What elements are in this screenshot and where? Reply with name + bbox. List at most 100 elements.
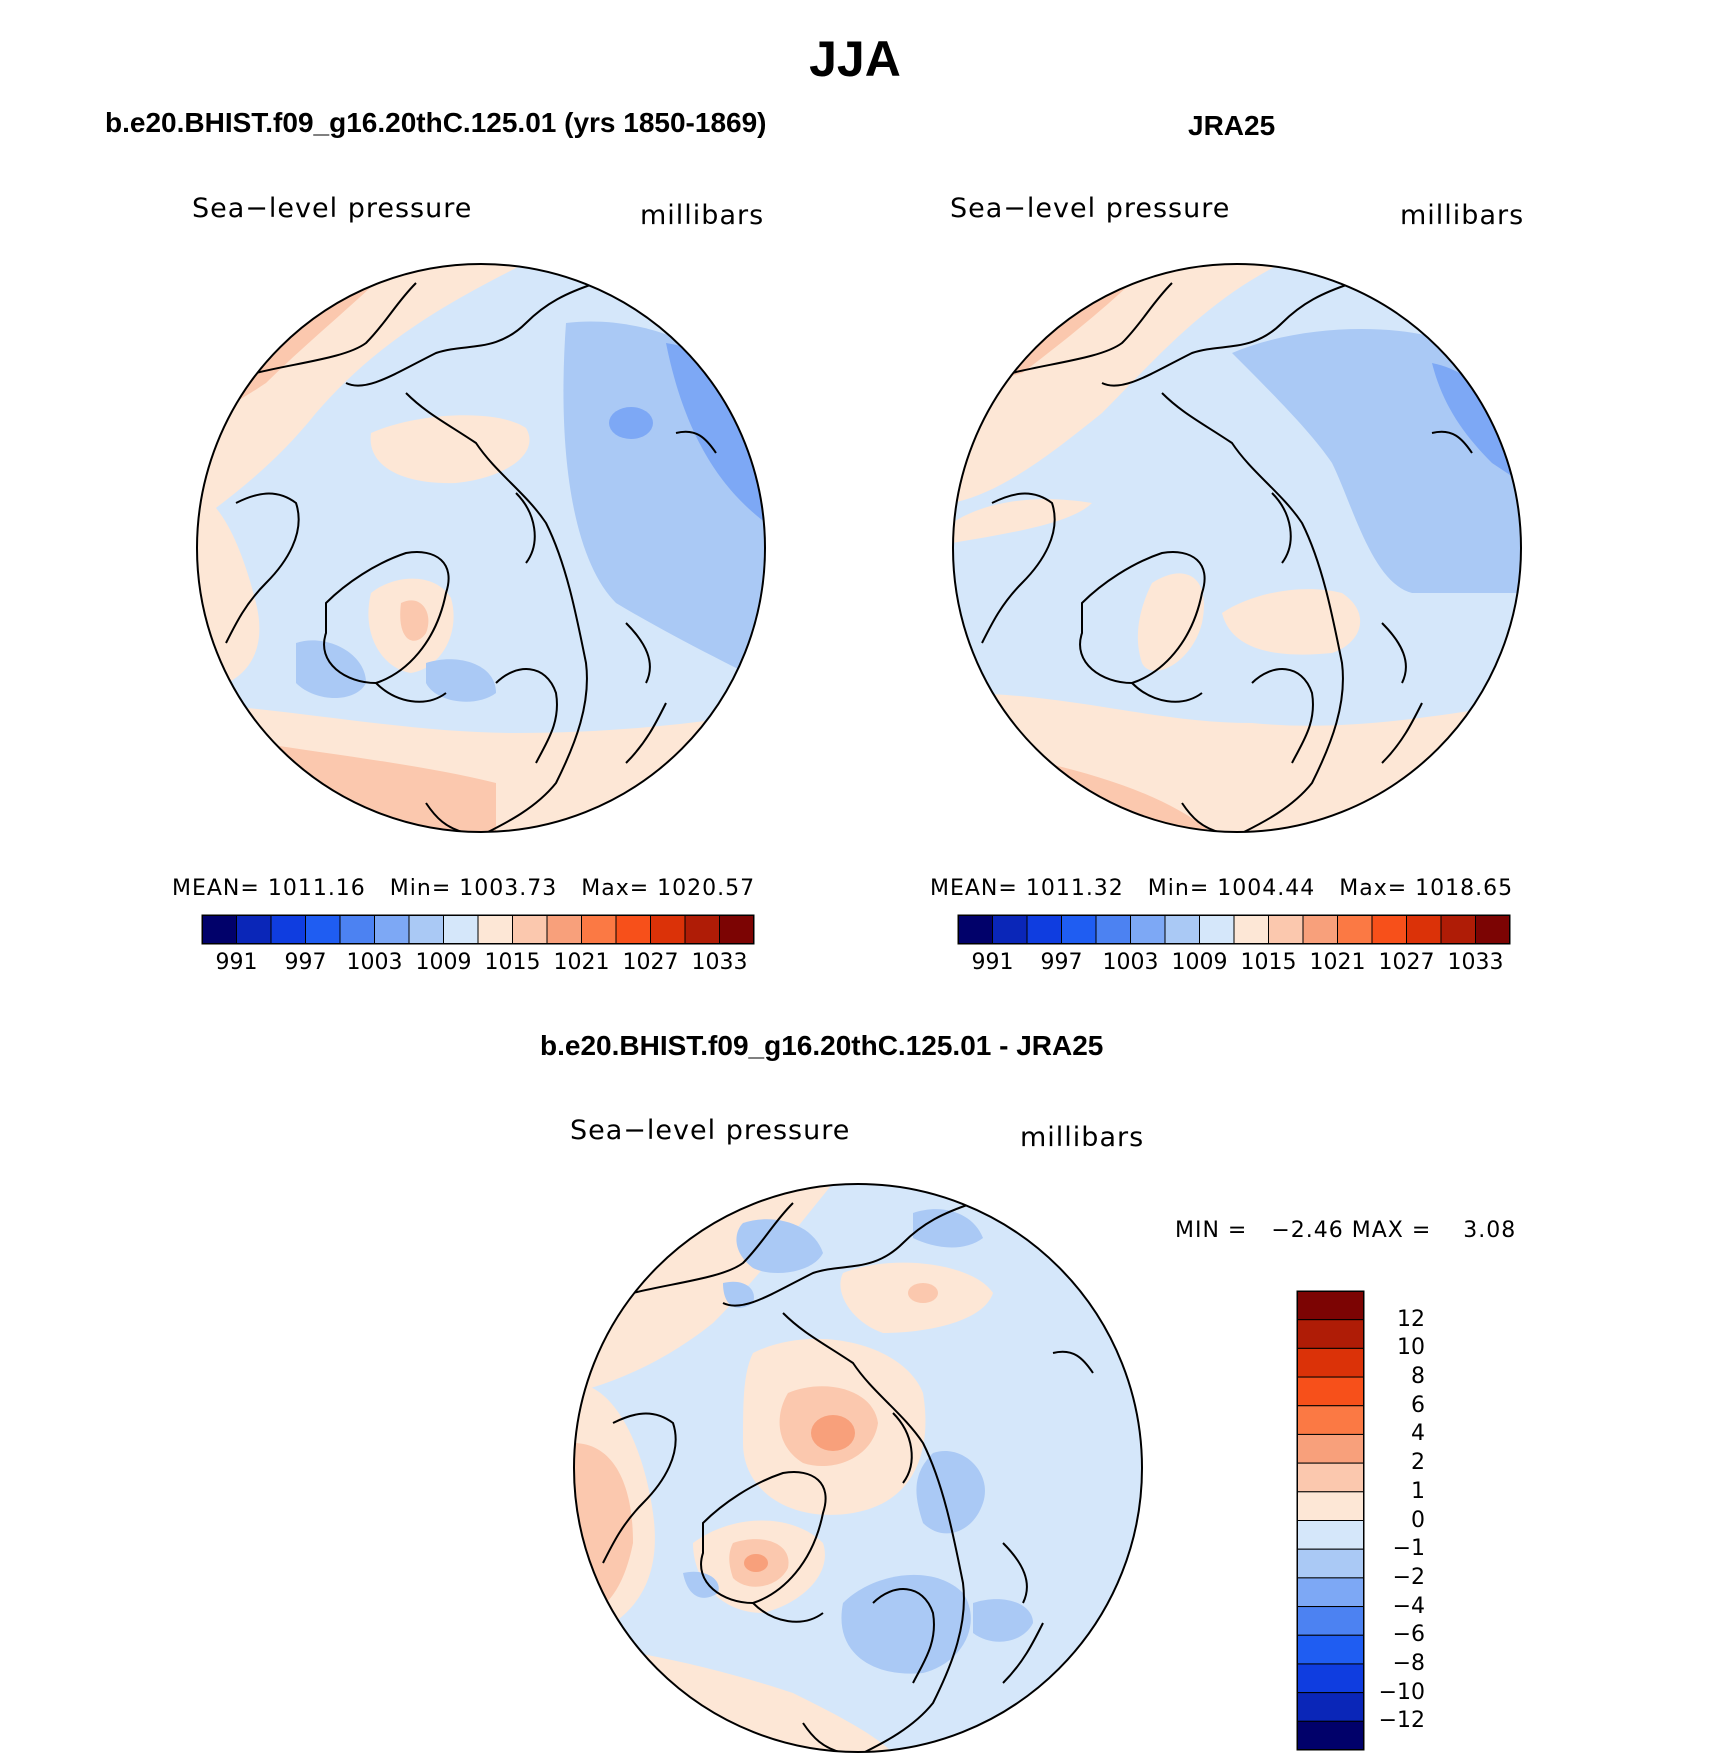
diff-colorbar-swatch <box>1296 1606 1365 1636</box>
obs-colorbar-tick-label: 1009 <box>1171 950 1228 975</box>
diff-polar-map <box>573 1183 1143 1753</box>
diff-panel-title: b.e20.BHIST.f09_g16.20thC.125.01 - JRA25 <box>540 1030 1104 1061</box>
obs-colorbar-tick-label: 997 <box>1040 950 1083 975</box>
obs-colorbar-swatch <box>1268 914 1304 945</box>
model-colorbar-swatch <box>719 914 755 945</box>
diff-colorbar-swatch <box>1296 1491 1365 1521</box>
model-panel-title: b.e20.BHIST.f09_g16.20thC.125.01 (yrs 18… <box>105 107 767 138</box>
obs-colorbar-tick-label: 1015 <box>1240 950 1297 975</box>
diff-colorbar-tick-label: −12 <box>1378 1708 1425 1734</box>
model-colorbar-swatch <box>236 914 272 945</box>
model-max-label: Max= <box>581 876 650 901</box>
model-colorbar-swatch <box>201 914 237 945</box>
model-colorbar-tick-label: 1021 <box>553 950 610 975</box>
diff-colorbar-tick-label: −4 <box>1392 1593 1425 1619</box>
model-min-value: 1003.73 <box>459 876 558 901</box>
diff-colorbar-swatch <box>1296 1376 1365 1407</box>
obs-polar-map <box>952 263 1522 833</box>
diff-colorbar-tick-label: −10 <box>1378 1679 1425 1705</box>
diff-colorbar-swatch <box>1296 1520 1365 1550</box>
model-min-label: Min= <box>389 876 452 901</box>
model-colorbar-tick-label: 1009 <box>415 950 472 975</box>
model-colorbar-swatch <box>615 914 651 945</box>
obs-colorbar-tick-label: 991 <box>971 950 1014 975</box>
model-max-value: 1020.57 <box>657 876 756 901</box>
model-colorbar <box>201 914 755 945</box>
obs-variable-label: Sea−level pressure <box>950 193 1231 224</box>
model-colorbar-swatch <box>546 914 582 945</box>
obs-colorbar-tick-label: 1027 <box>1378 950 1435 975</box>
obs-colorbar <box>957 914 1511 945</box>
model-colorbar-tick-label: 997 <box>284 950 327 975</box>
obs-colorbar-swatch <box>1130 914 1166 945</box>
obs-colorbar-swatch <box>1199 914 1235 945</box>
diff-colorbar-tick-label: 8 <box>1411 1364 1425 1390</box>
obs-colorbar-tick-label: 1003 <box>1102 950 1159 975</box>
diff-colorbar-tick-label: 1 <box>1411 1478 1425 1504</box>
obs-mean-value: 1011.32 <box>1025 876 1124 901</box>
obs-colorbar-swatch <box>1440 914 1476 945</box>
diff-colorbar-tick-label: 12 <box>1397 1306 1425 1332</box>
obs-max-value: 1018.65 <box>1415 876 1514 901</box>
obs-colorbar-swatch <box>1095 914 1131 945</box>
obs-colorbar-tick-label: 1033 <box>1447 950 1504 975</box>
obs-colorbar-swatch <box>1475 914 1511 945</box>
obs-colorbar-swatch <box>1406 914 1442 945</box>
obs-max-label: Max= <box>1339 876 1408 901</box>
model-variable-label: Sea−level pressure <box>192 193 473 224</box>
model-colorbar-tick-label: 991 <box>215 950 258 975</box>
diff-colorbar-swatch <box>1296 1692 1365 1722</box>
diff-colorbar-tick-label: −8 <box>1392 1650 1425 1676</box>
diff-colorbar-tick-label: −6 <box>1392 1622 1425 1648</box>
model-colorbar-swatch <box>581 914 617 945</box>
diff-colorbar-swatch <box>1296 1663 1365 1694</box>
diff-units-label: millibars <box>1020 1122 1145 1153</box>
main-title: JJA <box>809 31 901 87</box>
diff-colorbar-swatch <box>1296 1462 1365 1493</box>
model-polar-map <box>196 263 766 833</box>
model-colorbar-swatch <box>374 914 410 945</box>
obs-colorbar-swatch <box>1337 914 1373 945</box>
diff-colorbar-tick-label: 0 <box>1411 1507 1425 1533</box>
obs-min-label: Min= <box>1147 876 1210 901</box>
model-colorbar-swatch <box>512 914 548 945</box>
diff-min-label: MIN = <box>1175 1218 1248 1243</box>
diff-colorbar-swatch <box>1296 1548 1365 1579</box>
obs-colorbar-swatch <box>1302 914 1338 945</box>
obs-colorbar-swatch <box>1233 914 1269 945</box>
obs-colorbar-swatch <box>957 914 993 945</box>
model-mean-label: MEAN= <box>172 876 260 901</box>
diff-colorbar-swatch <box>1296 1319 1365 1349</box>
obs-colorbar-swatch <box>1026 914 1062 945</box>
model-colorbar-swatch <box>305 914 341 945</box>
diff-colorbar-swatch <box>1296 1634 1365 1665</box>
model-colorbar-swatch <box>684 914 720 945</box>
diff-colorbar-tick-label: 2 <box>1411 1450 1425 1476</box>
diff-colorbar-tick-label: 4 <box>1411 1421 1425 1447</box>
model-colorbar-tick-label: 1033 <box>691 950 748 975</box>
model-colorbar-tick-label: 1003 <box>346 950 403 975</box>
model-colorbar-swatch <box>270 914 306 945</box>
diff-colorbar-swatch <box>1296 1405 1365 1435</box>
obs-colorbar-tick-label: 1021 <box>1309 950 1366 975</box>
model-colorbar-swatch <box>339 914 375 945</box>
obs-units-label: millibars <box>1400 200 1525 231</box>
diff-variable-label: Sea−level pressure <box>570 1115 851 1146</box>
diff-colorbar-tick-label: −1 <box>1392 1536 1425 1562</box>
obs-colorbar-swatch <box>1371 914 1407 945</box>
diff-max-label: MAX = <box>1351 1218 1432 1243</box>
diff-max-value: 3.08 <box>1463 1218 1517 1243</box>
diff-colorbar-swatch <box>1296 1577 1365 1608</box>
diff-colorbar-tick-label: 10 <box>1397 1335 1425 1361</box>
model-colorbar-tick-label: 1027 <box>622 950 679 975</box>
diff-colorbar-swatch <box>1296 1347 1365 1378</box>
obs-mean-label: MEAN= <box>930 876 1018 901</box>
obs-min-value: 1004.44 <box>1217 876 1316 901</box>
diff-colorbar-swatch <box>1296 1433 1365 1464</box>
model-units-label: millibars <box>640 200 765 231</box>
diff-colorbar-tick-label: −2 <box>1392 1564 1425 1590</box>
model-colorbar-swatch <box>477 914 513 945</box>
obs-colorbar-swatch <box>1061 914 1097 945</box>
model-colorbar-swatch <box>408 914 444 945</box>
diff-min-value: −2.46 <box>1271 1218 1344 1243</box>
